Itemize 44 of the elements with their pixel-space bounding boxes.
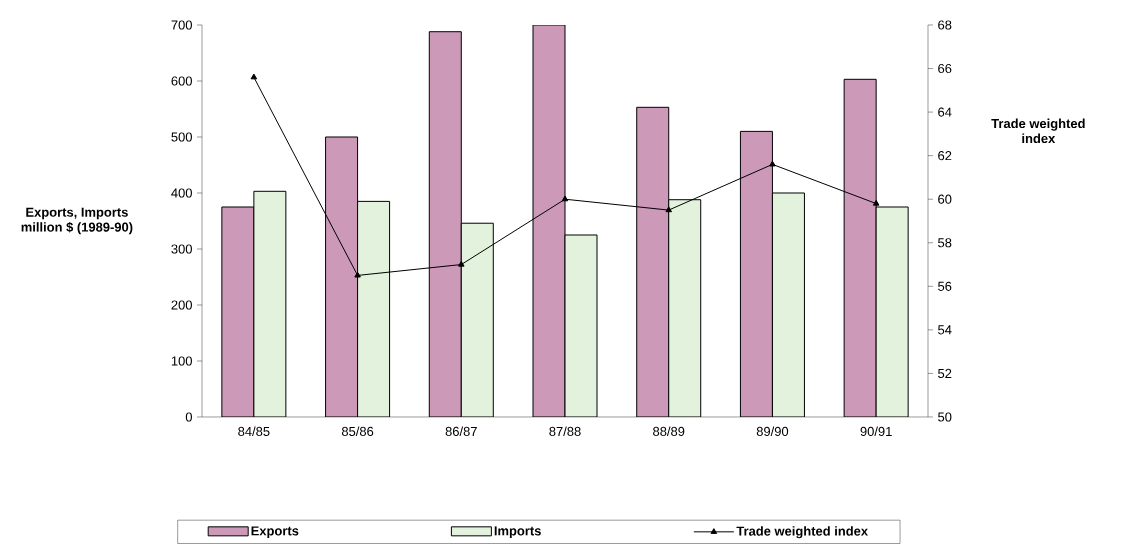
legend-label: Imports [494,526,541,539]
y-tick-label: 200 [171,300,192,310]
y-tick-label: 100 [171,356,192,366]
y2-tick-label: 60 [938,194,952,204]
x-tick-label: 89/90 [756,426,789,437]
y2-tick-label: 54 [938,325,952,335]
y2-tick-label: 50 [938,412,952,422]
point [458,260,465,267]
y-axis-title: Exports, Imports million $ (1989-90) [21,207,133,235]
y2-axis-title: Trade weighted index [991,118,1085,144]
legend-label: Trade weighted index [736,526,868,539]
y2-tick-label: 64 [938,107,952,117]
x-tick-label: 90/91 [860,426,892,437]
y2-tick-label: 66 [938,63,952,74]
bar [253,190,287,417]
y-tick-label: 300 [171,244,192,254]
y-tick-label: 0 [185,412,192,422]
y2-tick-label: 58 [938,238,952,248]
y2-tick-label: 68 [938,20,952,30]
bar [875,206,909,417]
x-tick-label: 87/88 [549,426,581,437]
y2-tick-label: 62 [938,151,952,161]
bar [771,192,805,417]
x-tick-label: 84/85 [238,426,270,437]
point [354,271,361,278]
point [769,160,776,167]
point [665,206,672,213]
y-tick-label: 700 [171,20,192,30]
legend-label: Exports [251,526,299,539]
x-tick-label: 85/86 [341,426,374,437]
y2-tick-label: 56 [938,281,952,291]
x-tick-label: 86/87 [445,426,477,437]
bar [564,234,598,417]
y2-tick-label: 52 [938,368,952,379]
bar [460,222,494,417]
bar [357,200,391,417]
x-tick-label: 88/89 [653,426,685,437]
bar [668,199,702,417]
y-tick-label: 600 [171,76,192,86]
point [250,73,258,80]
y-tick-label: 500 [171,132,192,142]
y-tick-label: 400 [171,188,192,198]
point [561,195,569,202]
point [872,199,880,206]
